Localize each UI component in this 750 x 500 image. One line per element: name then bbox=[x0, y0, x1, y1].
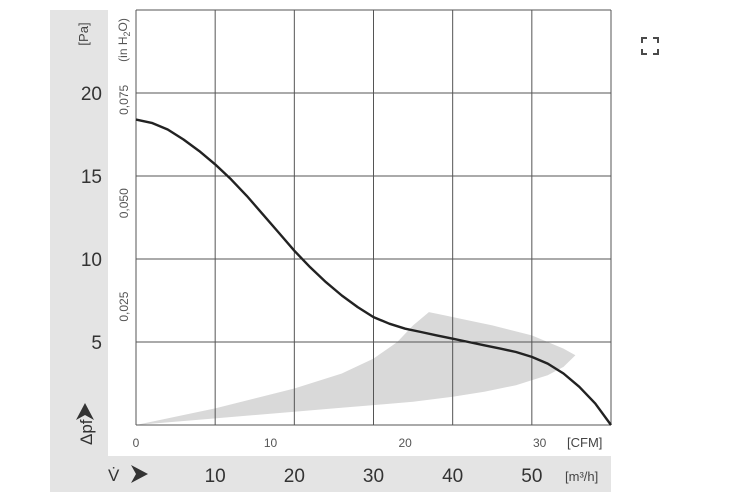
y-tick-label-inh2o: 0,075 bbox=[117, 85, 131, 115]
flow-axis-arrow-icon bbox=[131, 465, 148, 483]
unit-m3h: [m³/h] bbox=[565, 469, 598, 484]
x-tick-label-cfm: 10 bbox=[264, 436, 278, 450]
tick-label-layer: 5 10 15 20 0,025 0,050 0,075 0 10 20 30 10 20 30 40 50 bbox=[81, 84, 547, 487]
y-tick-label-inh2o: 0,050 bbox=[117, 188, 131, 218]
y-tick-label-pa: 10 bbox=[81, 250, 102, 271]
unit-inh2o: (in H2O) bbox=[116, 18, 132, 62]
x-tick-label-cfm: 0 bbox=[133, 436, 140, 450]
x-tick-label-m3h: 30 bbox=[363, 466, 384, 487]
y-tick-label-pa: 20 bbox=[81, 84, 102, 105]
pressure-axis-symbol: Δpf bbox=[77, 419, 96, 445]
pressure-axis-arrow-icon bbox=[76, 403, 94, 420]
unit-cfm: [CFM] bbox=[567, 435, 602, 450]
x-tick-label-m3h: 20 bbox=[284, 466, 305, 487]
left-label-band bbox=[50, 10, 108, 463]
x-tick-label-m3h: 50 bbox=[521, 466, 542, 487]
x-tick-label-m3h: 10 bbox=[205, 466, 226, 487]
fan-characteristic-line bbox=[135, 118, 612, 426]
y-tick-label-pa: 5 bbox=[91, 333, 102, 354]
x-tick-label-cfm: 30 bbox=[533, 436, 547, 450]
y-tick-label-pa: 15 bbox=[81, 167, 102, 188]
expand-icon[interactable] bbox=[640, 36, 660, 56]
flow-axis-symbol: V̇ bbox=[108, 466, 120, 485]
y-tick-label-inh2o: 0,025 bbox=[117, 291, 131, 321]
x-tick-label-cfm: 20 bbox=[398, 436, 412, 450]
curve-layer bbox=[135, 118, 612, 426]
x-tick-label-m3h: 40 bbox=[442, 466, 463, 487]
unit-pa: [Pa] bbox=[76, 22, 91, 45]
